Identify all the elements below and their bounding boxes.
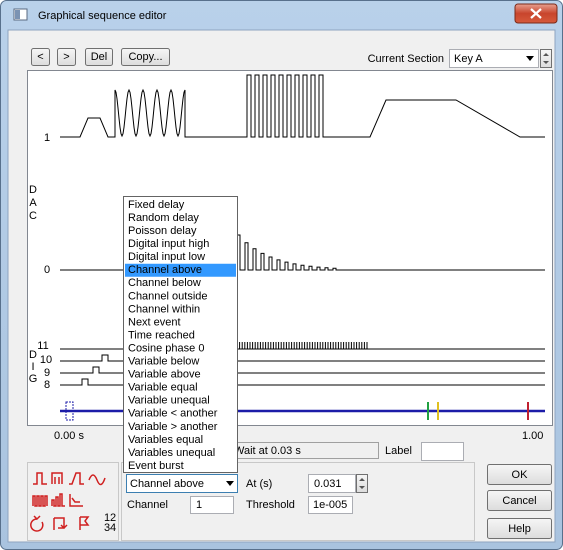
at-input[interactable] bbox=[308, 474, 356, 493]
icon-pulse[interactable] bbox=[33, 472, 47, 485]
threshold-value: 1e-005 bbox=[313, 499, 347, 511]
icon-sine[interactable] bbox=[88, 474, 106, 486]
section-select[interactable]: Key A bbox=[449, 49, 539, 68]
dropdown-item[interactable]: Channel within bbox=[128, 303, 200, 315]
group-letter: A bbox=[29, 197, 37, 209]
button-label: Help bbox=[508, 523, 531, 535]
channel-value: 1 bbox=[196, 499, 202, 511]
dropdown-item[interactable]: Variable < another bbox=[128, 408, 218, 420]
help-button[interactable]: Help bbox=[487, 518, 552, 539]
ok-button[interactable]: OK bbox=[487, 464, 552, 485]
copy-button[interactable]: Copy... bbox=[121, 48, 170, 66]
dac-trace bbox=[60, 234, 545, 271]
button-label: < bbox=[37, 51, 43, 63]
icon-decay[interactable] bbox=[69, 494, 83, 507]
channel-label: 11 bbox=[37, 340, 48, 352]
channel-label: 10 bbox=[40, 354, 52, 366]
sequence-plot bbox=[27, 70, 553, 426]
dropdown-highlight bbox=[125, 263, 236, 277]
app-icon-part bbox=[15, 10, 20, 19]
time-end: 1.00 bbox=[522, 430, 543, 442]
channel-label: 0 bbox=[44, 264, 50, 276]
channel-label: 9 bbox=[44, 367, 50, 379]
icon-ramp[interactable] bbox=[69, 472, 84, 485]
dropdown-item[interactable]: Variable below bbox=[128, 356, 199, 368]
dropdown-item[interactable]: Channel above bbox=[128, 264, 202, 276]
threshold-input[interactable] bbox=[308, 496, 353, 514]
at-label: At (s) bbox=[246, 478, 272, 490]
group-letter: D bbox=[29, 349, 37, 361]
icon-group bbox=[27, 462, 119, 541]
threshold-label: Threshold bbox=[246, 499, 295, 511]
button-label: > bbox=[63, 51, 69, 63]
icon-number[interactable]: 1 bbox=[104, 512, 110, 524]
channel-label: 8 bbox=[44, 379, 50, 391]
close-button[interactable] bbox=[514, 3, 558, 24]
channel-input[interactable] bbox=[190, 496, 234, 514]
at-spinner[interactable] bbox=[356, 474, 368, 493]
label-caption: Label bbox=[385, 445, 412, 457]
dropdown-item[interactable]: Fixed delay bbox=[128, 199, 185, 211]
status-text: Wait at 0.03 s bbox=[234, 445, 301, 457]
button-label: Cancel bbox=[502, 495, 536, 507]
dropdown-item[interactable]: Variable > another bbox=[128, 421, 218, 433]
icon-number[interactable]: 3 bbox=[104, 522, 110, 534]
type-select[interactable]: Channel above bbox=[126, 474, 238, 493]
property-group bbox=[121, 462, 475, 541]
section-spinner[interactable] bbox=[540, 49, 552, 68]
cancel-button[interactable]: Cancel bbox=[487, 490, 552, 511]
dropdown-item[interactable]: Variables unequal bbox=[128, 447, 215, 459]
app-icon bbox=[13, 8, 28, 21]
group-letter: I bbox=[31, 361, 34, 373]
select-value: Channel above bbox=[130, 478, 204, 490]
icon-loop[interactable] bbox=[30, 515, 44, 532]
dropdown-item[interactable]: Channel below bbox=[128, 277, 201, 289]
dropdown-item[interactable]: Next event bbox=[128, 316, 181, 328]
prev-button[interactable]: < bbox=[31, 48, 50, 66]
group-letter: G bbox=[29, 373, 38, 385]
time-start: 0.00 s bbox=[54, 430, 84, 442]
dropdown-item[interactable]: Event burst bbox=[128, 460, 184, 472]
section-label: Current Section bbox=[368, 53, 444, 65]
cursor-marker[interactable] bbox=[65, 401, 74, 421]
dropdown-item[interactable]: Time reached bbox=[128, 329, 195, 341]
dropdown-item[interactable]: Random delay bbox=[128, 212, 199, 224]
button-label: Copy... bbox=[128, 51, 162, 63]
dropdown-item[interactable]: Poisson delay bbox=[128, 225, 197, 237]
group-letter: D bbox=[29, 184, 37, 196]
button-label: Del bbox=[91, 51, 108, 63]
dropdown-item[interactable]: Channel outside bbox=[128, 290, 208, 302]
label-input[interactable] bbox=[421, 442, 464, 461]
channel-label: 1 bbox=[44, 132, 50, 144]
icons: 1 2 3 4 bbox=[30, 472, 116, 534]
dropdown-item[interactable]: Variable unequal bbox=[128, 395, 210, 407]
dropdown-item[interactable]: Variable above bbox=[128, 369, 201, 381]
dropdown-item[interactable]: Variable equal bbox=[128, 382, 198, 394]
dropdown-item[interactable]: Digital input high bbox=[128, 238, 209, 250]
delete-button[interactable]: Del bbox=[85, 48, 113, 66]
dropdown-item[interactable]: Cosine phase 0 bbox=[128, 342, 204, 354]
dropdown-item[interactable]: Variables equal bbox=[128, 434, 203, 446]
window-title: Graphical sequence editor bbox=[38, 10, 167, 22]
next-button[interactable]: > bbox=[57, 48, 76, 66]
dac-trace bbox=[60, 74, 545, 138]
button-label: OK bbox=[512, 469, 529, 481]
icon-amp-train[interactable] bbox=[51, 493, 65, 507]
traces bbox=[60, 74, 545, 386]
icon-flag[interactable] bbox=[79, 516, 90, 530]
icon-jump[interactable] bbox=[53, 517, 68, 530]
group-letter: C bbox=[29, 210, 37, 222]
icon-number[interactable]: 4 bbox=[110, 522, 116, 534]
icon-train[interactable] bbox=[32, 495, 48, 507]
channel-label: Channel bbox=[127, 499, 168, 511]
dropdown-item[interactable]: Digital input low bbox=[128, 251, 205, 263]
select-value: Key A bbox=[454, 53, 483, 65]
icon-pulse-train[interactable] bbox=[51, 472, 63, 484]
at-value: 0.031 bbox=[314, 478, 342, 490]
icon-number[interactable]: 2 bbox=[110, 512, 116, 524]
